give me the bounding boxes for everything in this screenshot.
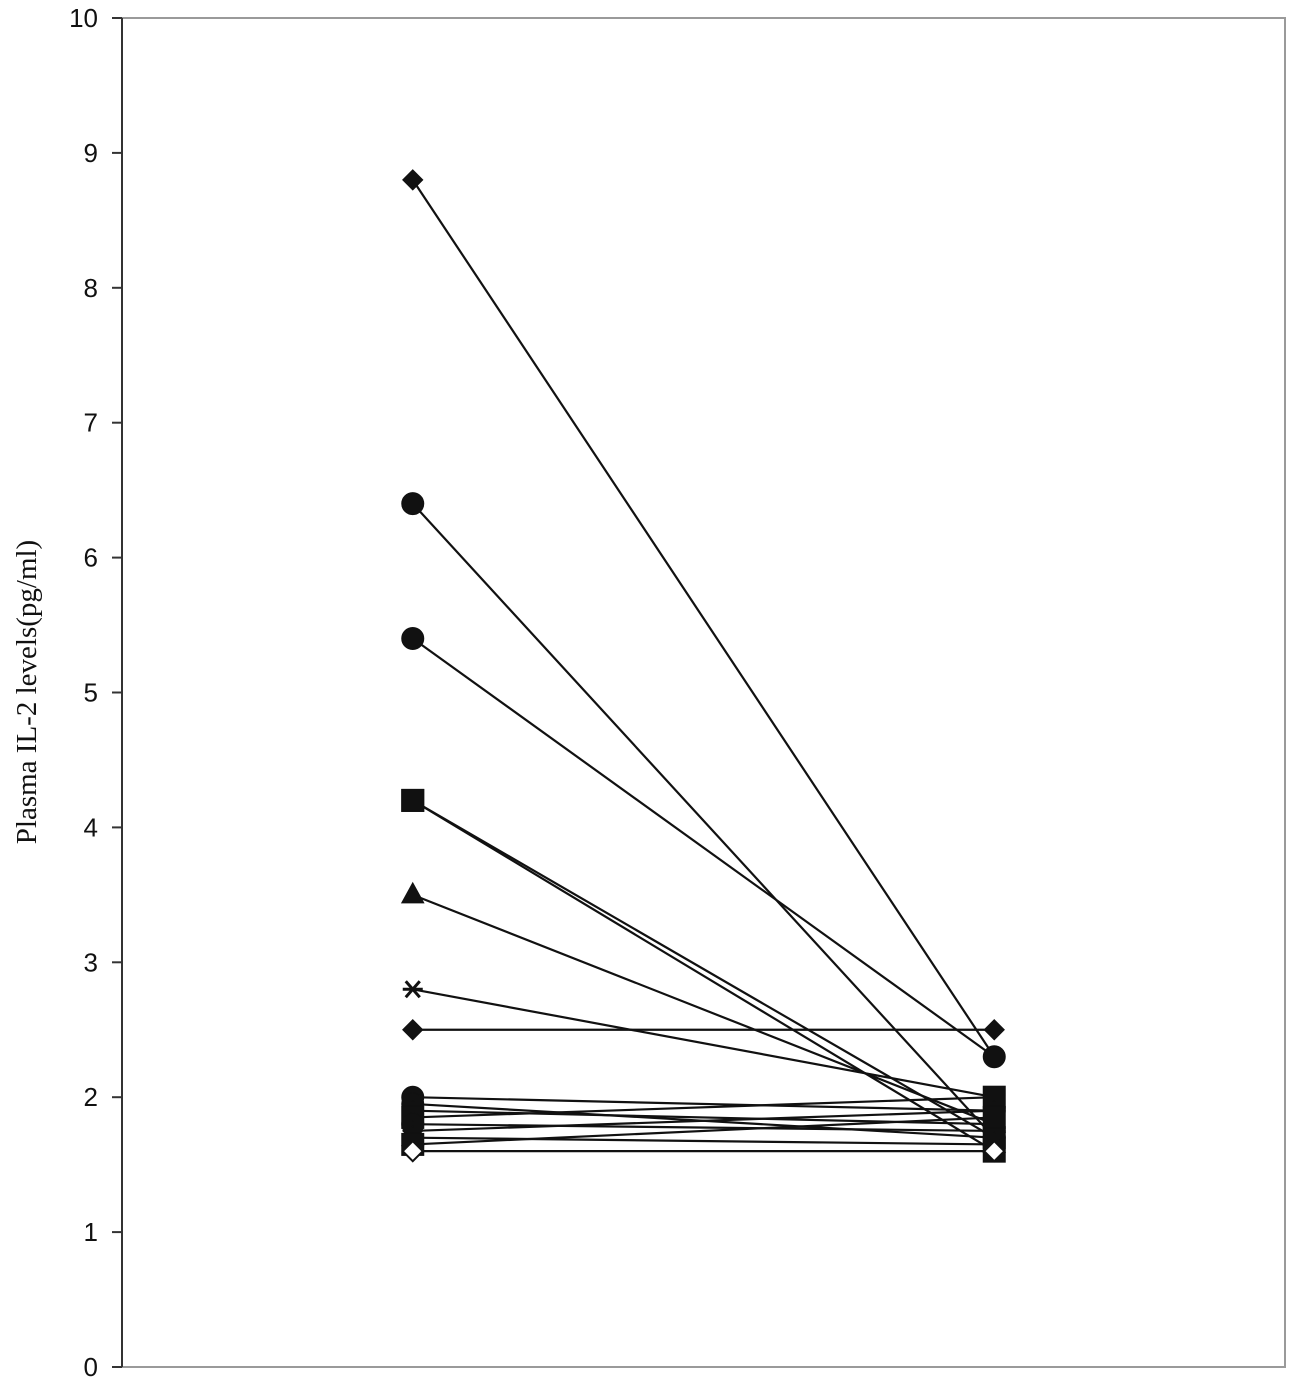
data-point (402, 980, 423, 999)
y-tick-label: 9 (84, 138, 98, 168)
series-line (412, 1136, 995, 1146)
y-tick-label: 1 (84, 1217, 98, 1247)
data-point (401, 788, 425, 812)
data-point (983, 1019, 1005, 1041)
series-line (412, 799, 995, 1139)
series-line (412, 988, 995, 1099)
data-point (400, 881, 425, 904)
y-tick-label: 6 (84, 543, 98, 573)
y-tick-label: 2 (84, 1082, 98, 1112)
series-line (412, 893, 995, 1126)
data-point (982, 1105, 1006, 1129)
series-line (412, 1116, 995, 1146)
series-line (411, 179, 996, 1058)
y-axis-ticks: 0 1 2 3 4 5 6 7 8 9 10 (69, 3, 122, 1382)
series-markers (400, 169, 1007, 1163)
data-point (401, 492, 425, 516)
y-tick-label: 3 (84, 947, 98, 977)
series-line (411, 502, 996, 1139)
y-tick-label: 5 (84, 678, 98, 708)
data-point (402, 169, 424, 191)
series-line (412, 1096, 995, 1112)
series-line (412, 637, 995, 1058)
y-tick-label: 7 (84, 408, 98, 438)
y-tick-label: 10 (69, 3, 98, 33)
series-lines (411, 179, 996, 1153)
data-point (401, 1139, 425, 1163)
data-point (402, 1019, 424, 1041)
y-tick-label: 4 (84, 812, 98, 842)
data-point (982, 1045, 1006, 1069)
data-point (401, 627, 425, 651)
series-line (412, 1123, 995, 1133)
series-line (412, 799, 995, 1153)
series-line (412, 1109, 995, 1133)
y-tick-label: 8 (84, 273, 98, 303)
y-axis-title: Plasma IL-2 levels(pg/ml) (11, 540, 43, 844)
series-line (412, 1096, 995, 1119)
y-tick-label: 0 (84, 1352, 98, 1382)
data-point (982, 1139, 1006, 1163)
plot-frame (121, 17, 1286, 1368)
